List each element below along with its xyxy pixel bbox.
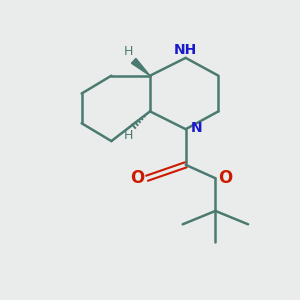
Text: O: O (218, 169, 232, 187)
Polygon shape (131, 58, 150, 76)
Text: O: O (130, 169, 145, 187)
Text: N: N (190, 121, 202, 135)
Text: NH: NH (174, 43, 197, 56)
Text: H: H (124, 46, 133, 59)
Text: H: H (124, 129, 133, 142)
